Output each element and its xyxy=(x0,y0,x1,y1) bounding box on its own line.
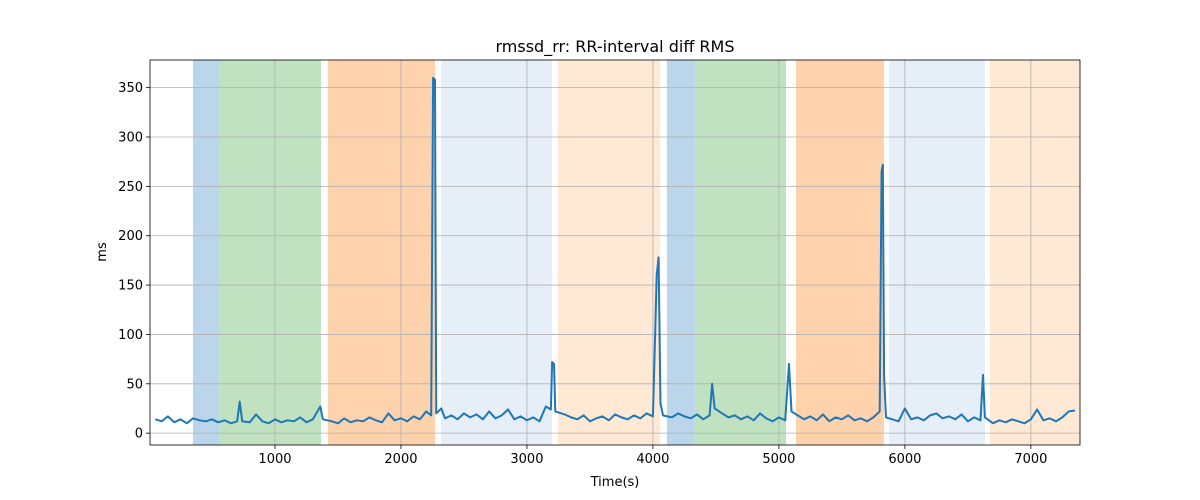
chart-title: rmssd_rr: RR-interval diff RMS xyxy=(495,37,734,57)
shaded-span xyxy=(219,60,321,445)
shaded-span xyxy=(328,60,435,445)
shaded-span xyxy=(557,60,660,445)
y-axis-label: ms xyxy=(95,242,110,262)
shaded-span xyxy=(888,60,985,445)
shaded-span xyxy=(440,60,552,445)
y-tick-label: 300 xyxy=(118,131,143,146)
x-tick-label: 5000 xyxy=(762,452,795,467)
x-tick-label: 3000 xyxy=(510,452,543,467)
x-tick-label: 1000 xyxy=(258,452,291,467)
y-tick-label: 350 xyxy=(118,81,143,96)
y-tick-label: 200 xyxy=(118,229,143,244)
y-tick-label: 100 xyxy=(118,328,143,343)
plot-frame xyxy=(149,59,1081,446)
shaded-span xyxy=(694,60,786,445)
y-tick-label: 0 xyxy=(135,427,143,442)
x-tick-label: 2000 xyxy=(384,452,417,467)
x-tick-label: 4000 xyxy=(636,452,669,467)
shaded-span xyxy=(666,60,695,445)
shaded-span xyxy=(989,60,1080,445)
y-tick-label: 250 xyxy=(118,180,143,195)
shaded-span xyxy=(795,60,884,445)
x-tick-label: 6000 xyxy=(888,452,921,467)
x-axis-label: Time(s) xyxy=(590,475,640,490)
data-line xyxy=(154,76,1076,425)
x-tick-label: 7000 xyxy=(1014,452,1047,467)
y-tick-label: 50 xyxy=(126,377,143,392)
shaded-span xyxy=(192,60,220,445)
y-tick-label: 150 xyxy=(118,279,143,294)
